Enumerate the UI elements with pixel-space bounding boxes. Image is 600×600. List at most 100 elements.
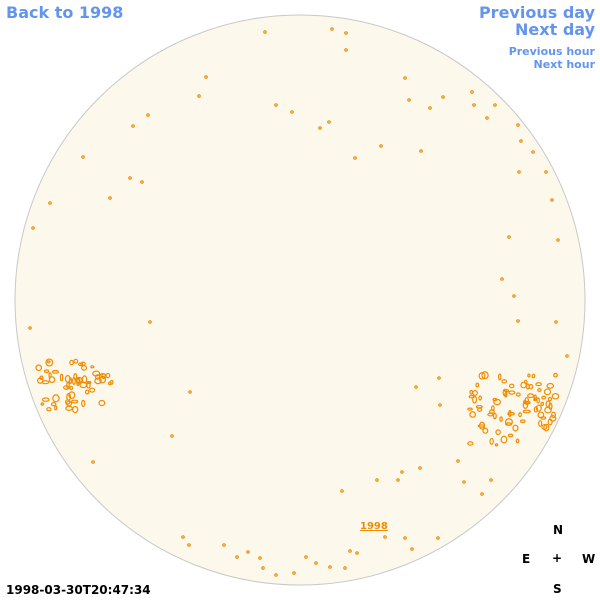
- feature-contour: [47, 360, 51, 364]
- feature-contour: [437, 376, 441, 380]
- feature-contour: [39, 375, 44, 381]
- feature-contour: [50, 402, 57, 407]
- feature-contour: [546, 382, 555, 389]
- feature-contour: [48, 376, 56, 384]
- feature-contour: [69, 385, 74, 391]
- feature-contour: [540, 401, 545, 406]
- feature-contour: [148, 320, 152, 324]
- feature-contour: [94, 377, 102, 385]
- feature-contour: [538, 420, 543, 427]
- feature-contour: [48, 201, 52, 205]
- next-day-link[interactable]: Next day: [515, 20, 595, 39]
- feature-contour: [235, 555, 239, 559]
- feature-contour: [108, 381, 112, 386]
- feature-contour: [508, 409, 512, 418]
- feature-contour: [73, 358, 79, 364]
- feature-contour: [68, 391, 76, 400]
- feature-contour: [523, 400, 531, 405]
- feature-contour: [348, 549, 352, 553]
- feature-contour: [428, 106, 432, 110]
- feature-contour: [551, 411, 557, 419]
- feature-contour: [478, 421, 486, 430]
- feature-contour: [222, 543, 226, 547]
- feature-contour: [480, 492, 484, 496]
- previous-hour-link[interactable]: Previous hour: [508, 45, 595, 58]
- feature-contour: [318, 126, 322, 130]
- feature-contour: [515, 392, 521, 397]
- feature-contour: [502, 388, 508, 397]
- feature-contour: [547, 396, 553, 402]
- back-to-year-link[interactable]: Back to 1998: [6, 3, 124, 22]
- feature-contour: [527, 373, 531, 378]
- feature-contour: [487, 412, 494, 417]
- feature-contour: [343, 566, 347, 570]
- feature-contour: [543, 423, 550, 432]
- feature-contour: [48, 372, 52, 379]
- feature-contour: [45, 358, 54, 367]
- feature-contour: [508, 383, 515, 389]
- previous-day-link[interactable]: Previous day: [478, 3, 595, 22]
- feature-contour: [478, 372, 486, 380]
- feature-contour: [81, 155, 85, 159]
- feature-contour: [81, 365, 88, 371]
- feature-contour: [537, 388, 542, 393]
- compass-east: E: [522, 552, 531, 566]
- feature-contour: [472, 390, 478, 396]
- feature-contour: [533, 406, 539, 413]
- feature-contour: [498, 373, 502, 381]
- feature-contour: [537, 411, 545, 419]
- feature-contour: [467, 407, 473, 411]
- feature-contour: [274, 573, 278, 577]
- feature-contour: [204, 75, 208, 79]
- feature-contour: [490, 405, 495, 412]
- magnetic-feature-contours: [28, 27, 569, 577]
- feature-contour: [78, 362, 84, 367]
- feature-contour: [550, 198, 554, 202]
- feature-contour: [441, 95, 445, 99]
- feature-contour: [551, 392, 560, 400]
- feature-contour: [489, 438, 494, 445]
- feature-contour: [197, 94, 201, 98]
- feature-contour: [90, 365, 95, 369]
- feature-contour: [128, 176, 132, 180]
- feature-contour: [507, 235, 511, 239]
- feature-contour: [86, 381, 91, 389]
- feature-contour: [556, 238, 560, 242]
- feature-contour: [489, 478, 493, 482]
- feature-contour: [81, 399, 86, 408]
- feature-contour: [170, 434, 174, 438]
- feature-contour: [512, 424, 519, 432]
- feature-contour: [515, 438, 520, 444]
- feature-contour: [330, 27, 334, 31]
- feature-contour: [547, 418, 553, 426]
- feature-contour: [64, 374, 71, 383]
- feature-contour: [81, 375, 88, 384]
- feature-contour: [344, 48, 348, 52]
- feature-contour: [314, 561, 318, 565]
- feature-contour: [263, 30, 267, 34]
- feature-contour: [52, 369, 59, 374]
- feature-contour: [274, 103, 278, 107]
- feature-contour: [407, 98, 411, 102]
- feature-contour: [400, 470, 404, 474]
- compass-north: N: [553, 523, 564, 537]
- feature-contour: [146, 113, 150, 117]
- feature-contour: [71, 405, 79, 414]
- feature-contour: [375, 478, 379, 482]
- feature-contour: [340, 489, 344, 493]
- feature-contour: [84, 389, 90, 395]
- feature-contour: [304, 555, 308, 559]
- feature-contour: [108, 196, 112, 200]
- feature-contour: [403, 536, 407, 540]
- feature-contour: [414, 385, 418, 389]
- feature-contour: [527, 393, 535, 399]
- year-link[interactable]: 1998: [360, 521, 388, 532]
- next-hour-link[interactable]: Next hour: [533, 58, 596, 71]
- feature-contour: [493, 103, 497, 107]
- feature-contour: [89, 387, 96, 393]
- feature-contour: [543, 388, 552, 396]
- feature-contour: [475, 404, 483, 409]
- feature-contour: [40, 402, 45, 406]
- feature-contour: [292, 571, 296, 575]
- feature-contour: [548, 402, 553, 410]
